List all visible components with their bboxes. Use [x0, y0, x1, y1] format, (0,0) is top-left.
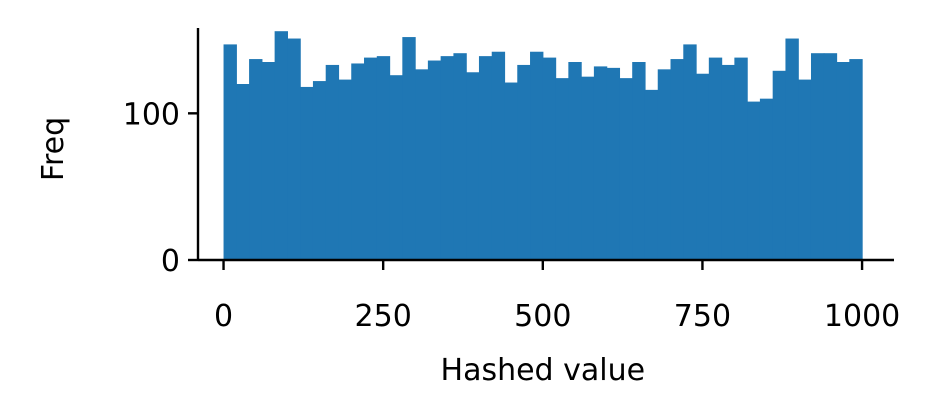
histogram-bar	[849, 59, 863, 260]
histogram-bar	[312, 81, 327, 260]
histogram-bar	[453, 53, 467, 261]
histogram-bar	[785, 38, 799, 261]
histogram-bar	[415, 69, 429, 260]
histogram-bar	[555, 78, 569, 260]
histogram-bar	[300, 86, 314, 260]
histogram-bar	[440, 56, 455, 261]
histogram-bar	[657, 69, 672, 260]
x-axis-ticks: 0 250 500 750 1000	[214, 260, 900, 334]
histogram-bar	[708, 57, 723, 260]
histogram-bar	[632, 62, 646, 260]
histogram-bar	[568, 62, 582, 260]
histogram-bar	[810, 53, 825, 261]
histogram-bar	[542, 57, 557, 260]
histogram-bar	[798, 79, 812, 260]
histogram-bar	[836, 62, 850, 260]
histogram-bar	[274, 31, 288, 261]
histogram-bar	[683, 44, 697, 261]
histogram-bar	[236, 84, 250, 260]
y-axis-ticks: 0 100	[123, 97, 198, 279]
histogram-bar	[223, 44, 237, 261]
histogram-bar	[491, 51, 506, 260]
histogram-bar	[376, 56, 391, 261]
y-tick-label: 100	[123, 97, 180, 132]
histogram-bar	[478, 56, 493, 261]
histogram-bar	[696, 73, 710, 260]
histogram-bar	[593, 66, 608, 261]
histogram-bar	[389, 75, 403, 260]
histogram-bar	[364, 57, 378, 260]
x-axis-label: Hashed value	[441, 353, 646, 388]
histogram-bar	[772, 70, 787, 260]
histogram-bar	[670, 59, 684, 260]
histogram-bar	[759, 98, 774, 261]
x-tick-label: 0	[214, 299, 233, 334]
histogram-bar	[325, 64, 340, 260]
histogram-bar	[517, 64, 531, 260]
histogram-bar	[249, 59, 263, 260]
histogram-bar	[734, 57, 748, 260]
histogram-bar	[466, 72, 480, 261]
histogram-bar	[721, 64, 735, 260]
x-tick-label: 250	[355, 299, 412, 334]
y-tick-label: 0	[161, 244, 180, 279]
histogram-bar	[504, 82, 518, 261]
histogram-bar	[351, 63, 365, 260]
histogram-bar	[427, 60, 442, 261]
histogram-bar	[338, 79, 352, 260]
histogram-bar	[261, 62, 276, 260]
histogram-bar	[581, 76, 595, 261]
histogram-bar	[287, 38, 301, 261]
histogram-bar	[747, 101, 761, 260]
y-axis-label: Freq	[36, 117, 71, 181]
histogram-bar	[402, 37, 416, 260]
x-tick-label: 500	[514, 299, 571, 334]
histogram-bar	[530, 51, 544, 260]
histogram-bar	[644, 89, 659, 260]
x-tick-label: 750	[674, 299, 731, 334]
histogram-bar	[606, 67, 621, 260]
histogram-bar	[619, 78, 633, 260]
x-tick-label: 1000	[824, 299, 900, 334]
histogram-bar	[823, 53, 838, 261]
histogram-bars	[223, 31, 863, 261]
